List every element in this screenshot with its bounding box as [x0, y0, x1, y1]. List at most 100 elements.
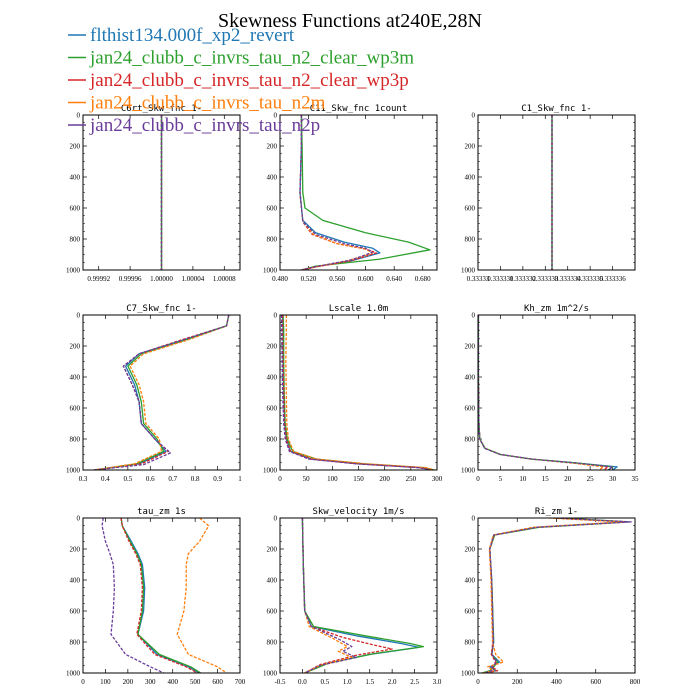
y-tick-label: 0 — [472, 312, 476, 320]
panel-title: C11_Skw_fnc 1count — [310, 104, 408, 114]
x-tick-label: 800 — [630, 678, 641, 686]
x-tick-label: 0.333332 — [510, 275, 537, 283]
y-tick-label: 1000 — [66, 267, 81, 275]
y-tick-label: 800 — [267, 436, 278, 444]
y-tick-label: 400 — [465, 577, 476, 585]
x-tick-label: 2.0 — [388, 678, 397, 686]
x-tick-label: 0.520 — [301, 275, 317, 283]
x-tick-label: 300 — [432, 475, 443, 483]
x-tick-label: 1.0 — [343, 678, 352, 686]
x-tick-label: 1 — [238, 475, 242, 483]
x-tick-label: 0.333333 — [532, 275, 559, 283]
series-line-4 — [176, 518, 227, 673]
panel-title: Ri_zm 1- — [535, 507, 578, 517]
y-tick-label: 0 — [274, 312, 278, 320]
y-tick-label: 200 — [70, 143, 81, 151]
x-tick-label: 1.00004 — [182, 275, 205, 283]
x-tick-label: 15 — [542, 475, 550, 483]
x-tick-label: 0 — [81, 678, 85, 686]
panel-title: tau_zm 1s — [137, 507, 186, 517]
y-tick-label: 800 — [267, 639, 278, 647]
x-tick-label: 200 — [123, 678, 134, 686]
y-tick-label: 600 — [70, 608, 81, 616]
series-line-3 — [120, 518, 198, 673]
series-group — [478, 315, 618, 470]
x-tick-label: 0 — [476, 475, 480, 483]
panel-8: Skw_velocity 1m/s 0 200 400 600 800 1000-0.5 0.… — [263, 507, 442, 686]
series-group — [101, 518, 227, 673]
series-line-3 — [485, 518, 626, 673]
x-tick-label: 0.3 — [79, 475, 88, 483]
panel-frame — [477, 114, 636, 271]
x-tick-label: 3.0 — [433, 678, 442, 686]
y-tick-label: 800 — [70, 236, 81, 244]
y-tick-label: 200 — [465, 343, 476, 351]
panel-frame — [279, 517, 438, 674]
series-line-2 — [301, 518, 425, 673]
series-line-5 — [484, 518, 632, 673]
x-tick-label: 600 — [212, 678, 223, 686]
x-tick-label: 2.5 — [410, 678, 419, 686]
legend: flthist134.000f_xp2_revertjan24_clubb_c_… — [68, 25, 414, 136]
panel-frame — [477, 517, 636, 674]
series-line-3 — [478, 315, 609, 470]
y-tick-label: 600 — [267, 608, 278, 616]
series-line-4 — [299, 115, 374, 270]
x-tick-label: 0.480 — [272, 275, 288, 283]
y-tick-label: 400 — [267, 577, 278, 585]
y-tick-label: 600 — [465, 608, 476, 616]
y-tick-label: 1000 — [461, 267, 476, 275]
x-tick-label: 0.333335 — [577, 275, 604, 283]
y-tick-label: 800 — [465, 639, 476, 647]
y-tick-label: 1000 — [66, 670, 81, 678]
x-tick-label: 500 — [190, 678, 201, 686]
x-tick-label: 0 — [278, 475, 282, 483]
panel-title: C1_Skw_fnc 1- — [521, 104, 591, 114]
series-line-5 — [478, 315, 614, 470]
x-tick-label: 5 — [499, 475, 503, 483]
y-tick-label: 800 — [465, 436, 476, 444]
legend-item: jan24_clubb_c_invrs_tau_n2m — [68, 93, 326, 114]
x-tick-label: 0.99996 — [119, 275, 142, 283]
series-group — [280, 315, 435, 470]
panel-title: C7_Skw_fnc 1- — [126, 304, 196, 314]
x-tick-label: 0.560 — [329, 275, 345, 283]
legend-label: jan24_clubb_c_invrs_tau_n2p — [89, 115, 320, 136]
series-line-5 — [101, 518, 164, 673]
y-tick-label: 600 — [267, 205, 278, 213]
panel-frame — [279, 114, 438, 271]
y-tick-label: 1000 — [263, 467, 278, 475]
x-tick-label: 50 — [303, 475, 311, 483]
panel-frame — [477, 314, 636, 471]
y-tick-label: 600 — [267, 405, 278, 413]
x-tick-label: 0.333336 — [599, 275, 626, 283]
x-tick-label: 100 — [327, 475, 338, 483]
panel-1: C6rt_Skw_fnc 1- 0 200 400 600 800 1000 0.99992 0… — [66, 104, 241, 283]
panel-2: C11_Skw_fnc 1count 0 200 400 600 800 10000.480… — [263, 104, 438, 283]
y-tick-label: 600 — [70, 405, 81, 413]
x-tick-label: 200 — [379, 475, 390, 483]
panel-3: C1_Skw_fnc 1-020040060080010000.333330.3… — [461, 104, 636, 283]
x-tick-label: 0.33333 — [467, 275, 490, 283]
y-tick-label: 1000 — [66, 467, 81, 475]
series-line-1 — [281, 315, 432, 470]
y-tick-label: 400 — [465, 174, 476, 182]
x-tick-label: 0 — [476, 678, 480, 686]
series-line-2 — [94, 315, 230, 470]
series-line-5 — [301, 518, 357, 673]
x-tick-label: 0.0 — [298, 678, 307, 686]
series-line-4 — [482, 518, 624, 673]
x-tick-label: 0.99992 — [87, 275, 110, 283]
legend-label: jan24_clubb_c_invrs_tau_n2_clear_wp3p — [89, 70, 409, 91]
x-tick-label: 150 — [353, 475, 364, 483]
series-group — [94, 315, 230, 470]
legend-label: jan24_clubb_c_invrs_tau_n2_clear_wp3m — [89, 48, 414, 69]
x-tick-label: 30 — [609, 475, 617, 483]
series-line-5 — [94, 315, 230, 470]
y-tick-label: 200 — [465, 143, 476, 151]
